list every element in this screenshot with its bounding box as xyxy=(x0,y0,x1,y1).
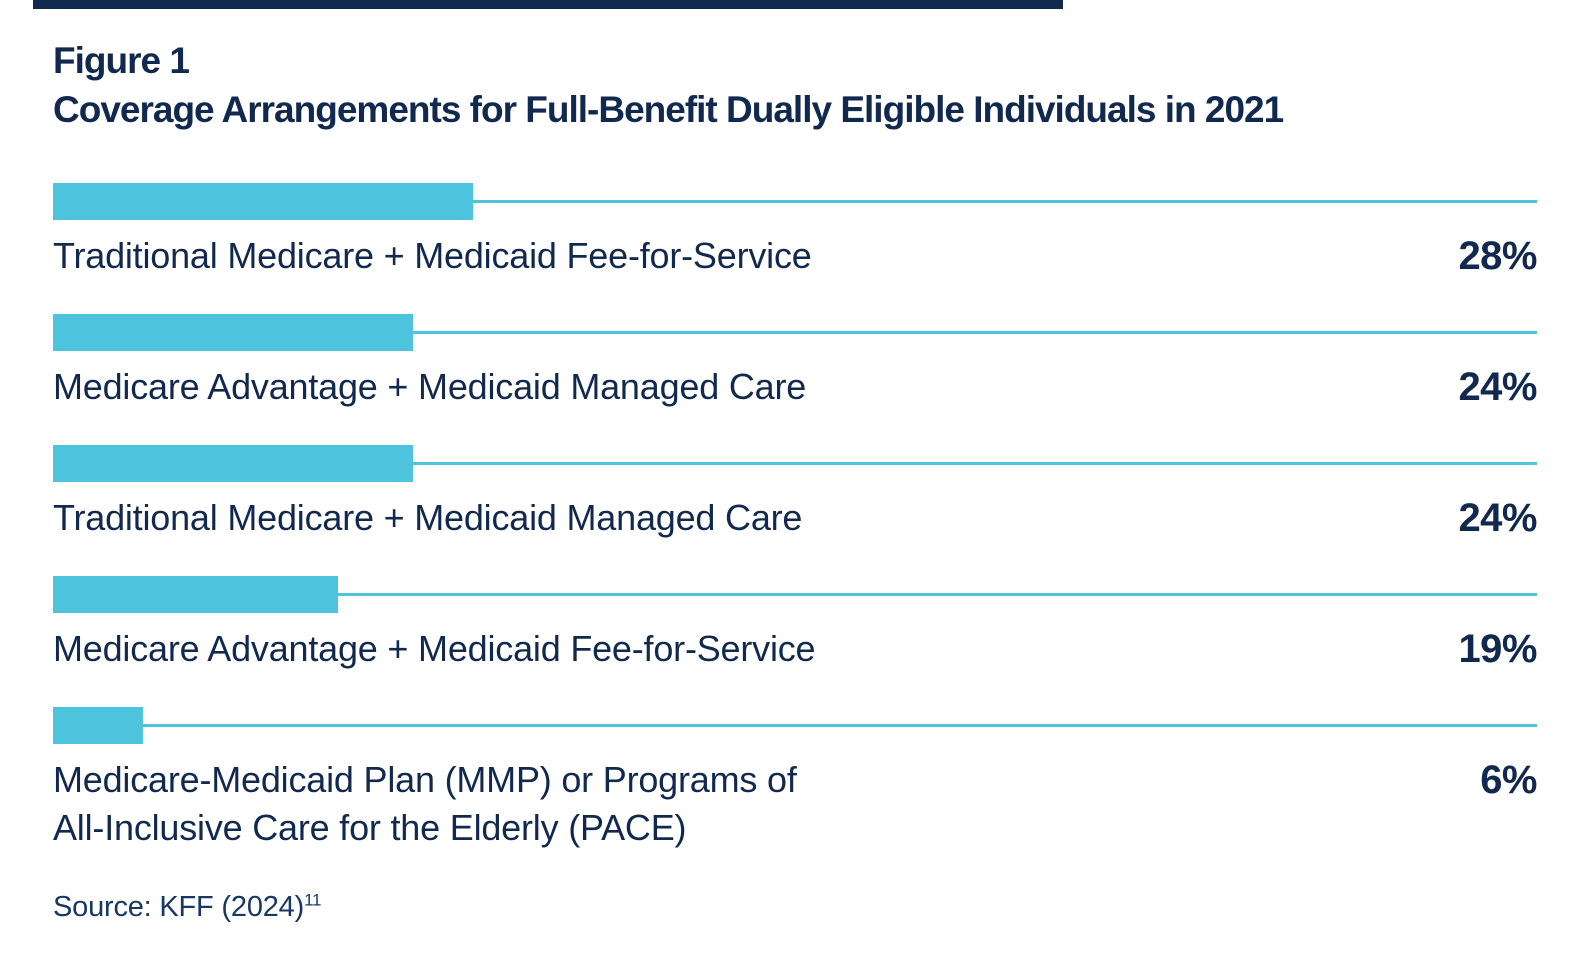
chart-row: Medicare Advantage + Medicaid Fee-for-Se… xyxy=(53,576,1537,673)
category-label: Traditional Medicare + Medicaid Fee-for-… xyxy=(53,235,812,276)
bar xyxy=(53,445,413,482)
label-row: Medicare-Medicaid Plan (MMP) or Programs… xyxy=(53,756,1537,852)
figure-title-block: Figure 1 Coverage Arrangements for Full-… xyxy=(53,36,1537,134)
value-label: 24% xyxy=(1458,365,1537,409)
label-row: Medicare Advantage + Medicaid Fee-for-Se… xyxy=(53,625,1537,673)
chart-row: Medicare-Medicaid Plan (MMP) or Programs… xyxy=(53,707,1537,852)
bar-track xyxy=(53,707,1537,744)
bar-extension-line xyxy=(473,200,1537,203)
category-label: Medicare-Medicaid Plan (MMP) or Programs… xyxy=(53,759,797,848)
bar xyxy=(53,707,143,744)
page-top-rule xyxy=(33,0,1063,9)
bar-track xyxy=(53,576,1537,613)
chart-row: Traditional Medicare + Medicaid Fee-for-… xyxy=(53,183,1537,280)
bar xyxy=(53,314,413,351)
figure-title: Coverage Arrangements for Full-Benefit D… xyxy=(53,89,1284,130)
source-superscript: 11 xyxy=(304,890,322,910)
category-label: Medicare Advantage + Medicaid Managed Ca… xyxy=(53,366,807,407)
bar xyxy=(53,183,473,220)
value-label: 19% xyxy=(1458,627,1537,671)
value-label: 24% xyxy=(1458,496,1537,540)
figure-container: Figure 1 Coverage Arrangements for Full-… xyxy=(53,36,1537,924)
source-note: Source: KFF (2024)11 xyxy=(53,890,1537,924)
label-row: Medicare Advantage + Medicaid Managed Ca… xyxy=(53,363,1537,411)
chart-row: Medicare Advantage + Medicaid Managed Ca… xyxy=(53,314,1537,411)
bar xyxy=(53,576,338,613)
bar-track xyxy=(53,445,1537,482)
value-label: 28% xyxy=(1458,234,1537,278)
bar-track xyxy=(53,314,1537,351)
chart-row: Traditional Medicare + Medicaid Managed … xyxy=(53,445,1537,542)
label-row: Traditional Medicare + Medicaid Managed … xyxy=(53,494,1537,542)
bar-extension-line xyxy=(413,331,1537,334)
bar-track xyxy=(53,183,1537,220)
label-row: Traditional Medicare + Medicaid Fee-for-… xyxy=(53,232,1537,280)
category-label: Traditional Medicare + Medicaid Managed … xyxy=(53,497,803,538)
bar-chart: Traditional Medicare + Medicaid Fee-for-… xyxy=(53,183,1537,852)
source-text: Source: KFF (2024) xyxy=(53,891,305,923)
bar-extension-line xyxy=(338,593,1537,596)
value-label: 6% xyxy=(1480,758,1537,802)
figure-label: Figure 1 xyxy=(53,40,190,81)
category-label: Medicare Advantage + Medicaid Fee-for-Se… xyxy=(53,628,816,669)
bar-extension-line xyxy=(413,462,1537,465)
bar-extension-line xyxy=(143,724,1537,727)
